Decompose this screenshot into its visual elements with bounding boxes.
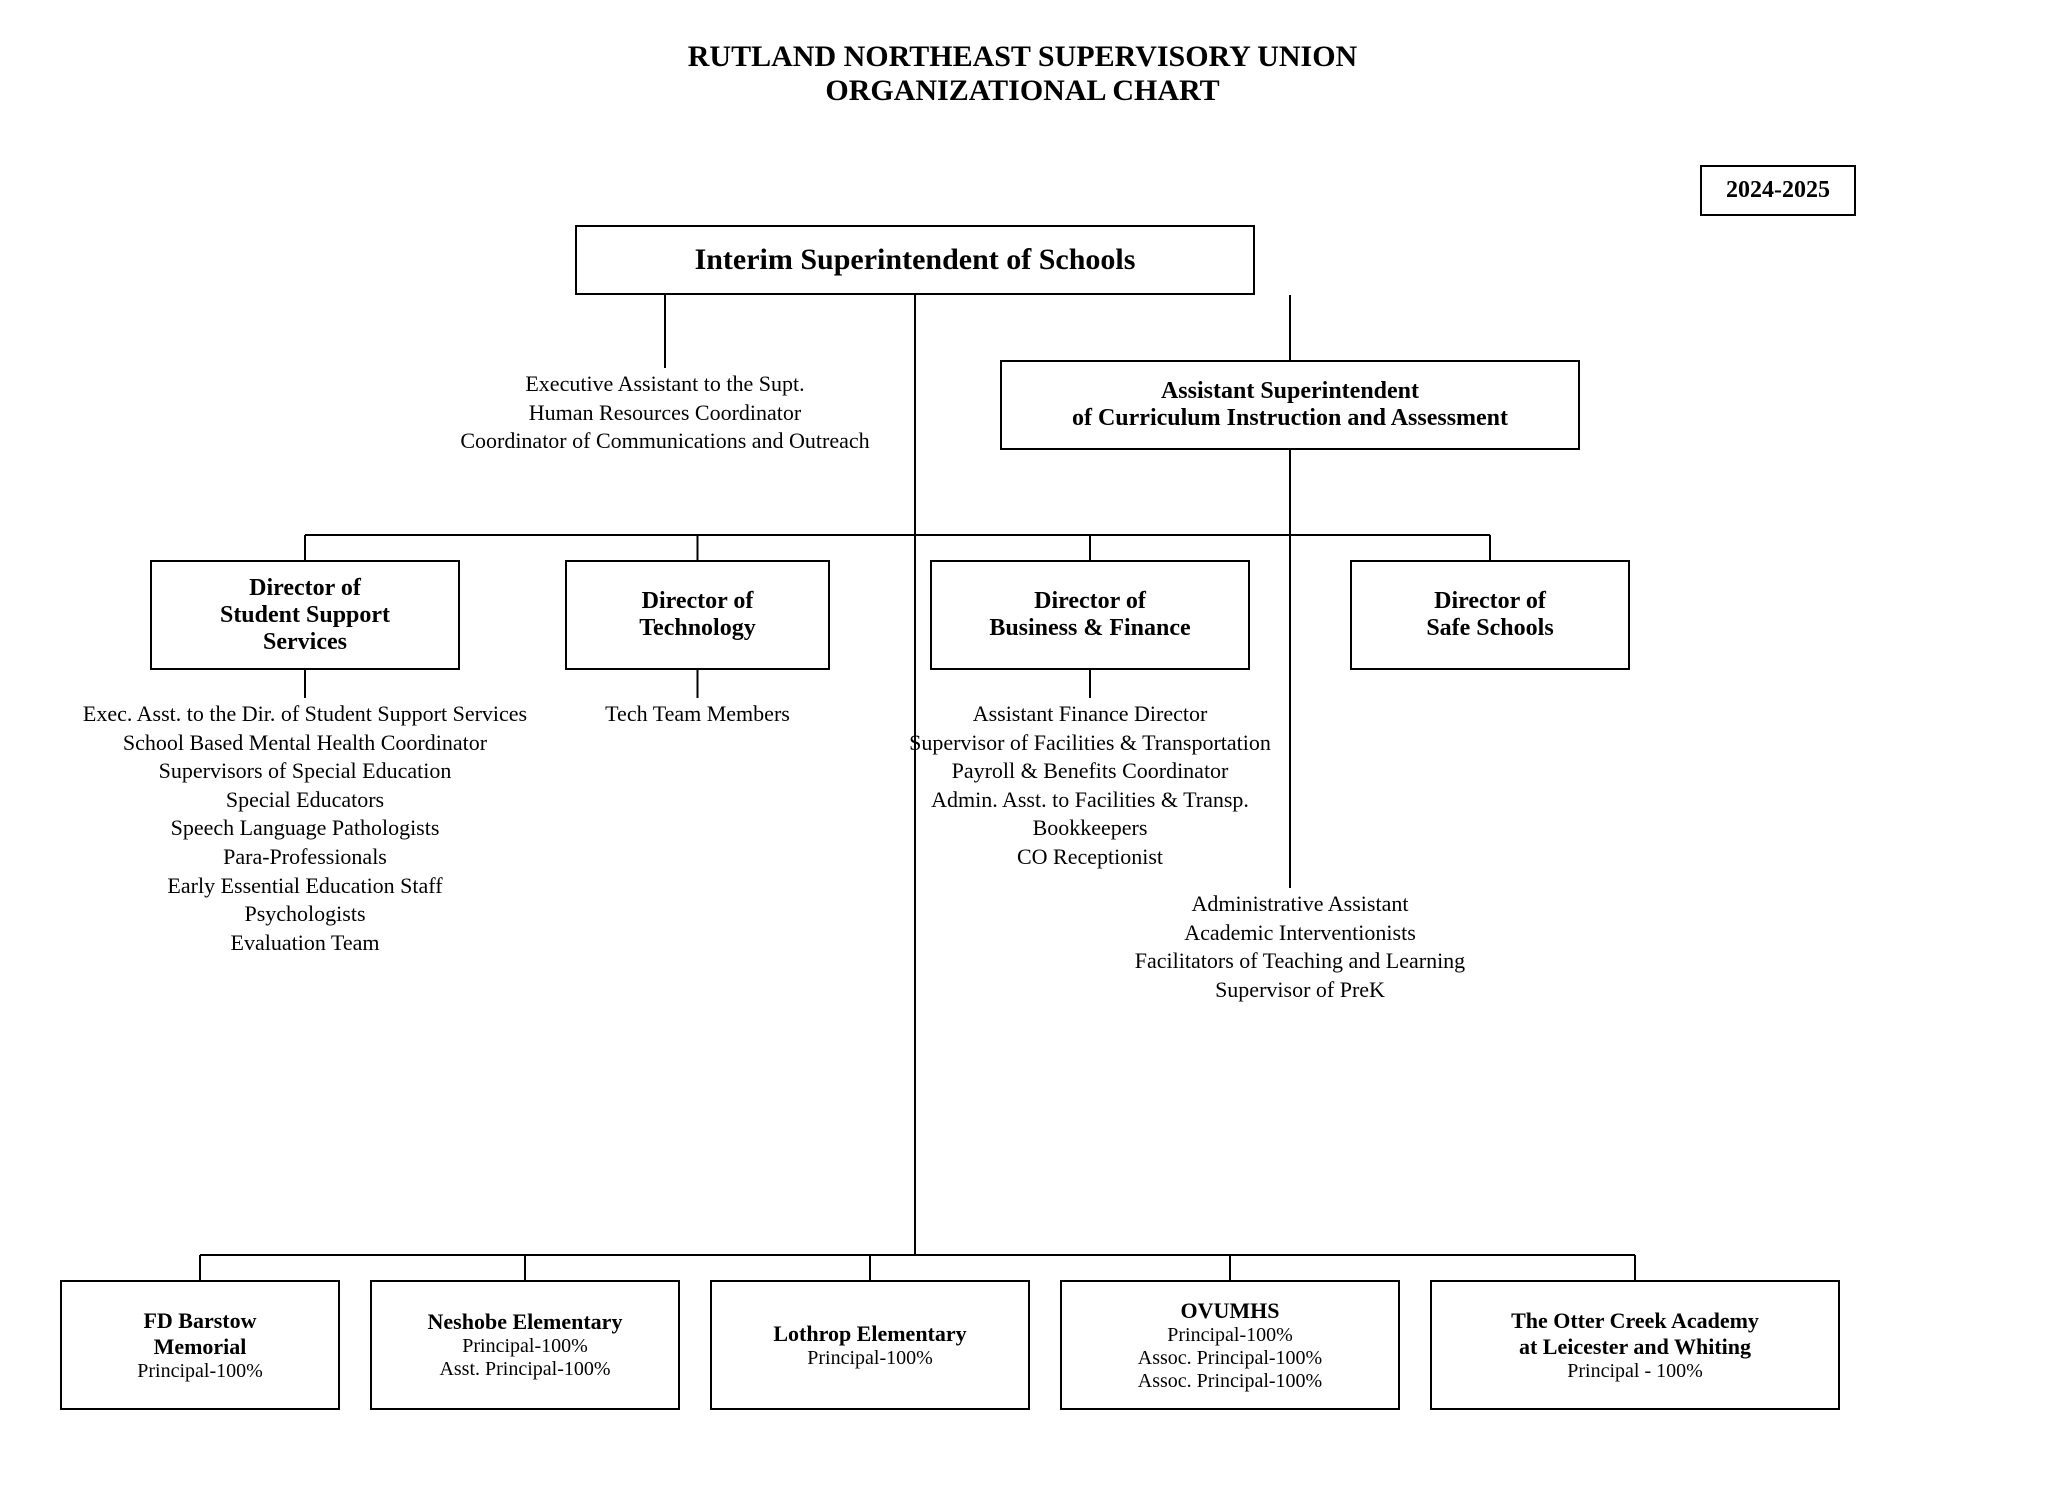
director-staff-item: Assistant Finance Director <box>880 700 1300 729</box>
title-line1: RUTLAND NORTHEAST SUPERVISORY UNION <box>0 40 2045 74</box>
director-staff-item: Tech Team Members <box>488 700 908 729</box>
year-box: 2024-2025 <box>1700 165 1856 216</box>
director-line2: Business & Finance <box>989 615 1190 642</box>
school-name: OVUMHS <box>1181 1298 1280 1324</box>
director-staff-item: Para-Professionals <box>5 843 605 872</box>
director-staff-item: Evaluation Team <box>5 929 605 958</box>
director-staff-item: Special Educators <box>5 786 605 815</box>
title-line2: ORGANIZATIONAL CHART <box>0 74 2045 108</box>
school-box: OVUMHSPrincipal-100%Assoc. Principal-100… <box>1060 1280 1400 1410</box>
supt-staff-list: Executive Assistant to the Supt.Human Re… <box>380 370 950 456</box>
asst-supt-staff-item: Administrative Assistant <box>1100 890 1500 919</box>
director-line1: Director of <box>1034 588 1146 615</box>
director-staff-item: Early Essential Education Staff <box>5 872 605 901</box>
director-staff-item: Supervisor of Facilities & Transportatio… <box>880 729 1300 758</box>
director-box-technology: Director ofTechnology <box>565 560 830 670</box>
director-line1: Director of <box>1434 588 1546 615</box>
supt-staff-item: Human Resources Coordinator <box>380 399 950 428</box>
asst-supt-line1: Assistant Superintendent <box>1161 378 1419 405</box>
director-box-business: Director ofBusiness & Finance <box>930 560 1250 670</box>
school-name2: at Leicester and Whiting <box>1519 1334 1751 1360</box>
director-staff-item: Admin. Asst. to Facilities & Transp. <box>880 786 1300 815</box>
school-box: The Otter Creek Academyat Leicester and … <box>1430 1280 1840 1410</box>
school-box: FD BarstowMemorialPrincipal-100% <box>60 1280 340 1410</box>
director-staff-item: Payroll & Benefits Coordinator <box>880 757 1300 786</box>
director-staff-item: School Based Mental Health Coordinator <box>5 729 605 758</box>
director-staff-technology: Tech Team Members <box>488 700 908 729</box>
director-box-safe_schools: Director ofSafe Schools <box>1350 560 1630 670</box>
school-role: Principal-100% <box>137 1360 263 1383</box>
school-name: Neshobe Elementary <box>428 1309 623 1335</box>
asst-supt-staff-item: Academic Interventionists <box>1100 919 1500 948</box>
school-role: Principal - 100% <box>1567 1360 1703 1383</box>
asst-supt-staff-list: Administrative AssistantAcademic Interve… <box>1100 890 1500 1004</box>
school-name2: Memorial <box>154 1334 247 1360</box>
supt-staff-item: Coordinator of Communications and Outrea… <box>380 427 950 456</box>
school-role: Principal-100% <box>1167 1324 1293 1347</box>
director-staff-item: CO Receptionist <box>880 843 1300 872</box>
director-staff-business: Assistant Finance DirectorSupervisor of … <box>880 700 1300 872</box>
school-role: Asst. Principal-100% <box>439 1358 610 1381</box>
asst-supt-line2: of Curriculum Instruction and Assessment <box>1072 405 1508 432</box>
school-role: Principal-100% <box>462 1335 588 1358</box>
school-name: FD Barstow <box>143 1308 256 1334</box>
superintendent-box: Interim Superintendent of Schools <box>575 225 1255 295</box>
superintendent-label: Interim Superintendent of Schools <box>695 243 1136 277</box>
asst-supt-staff-item: Facilitators of Teaching and Learning <box>1100 947 1500 976</box>
director-staff-item: Supervisors of Special Education <box>5 757 605 786</box>
school-box: Neshobe ElementaryPrincipal-100%Asst. Pr… <box>370 1280 680 1410</box>
director-line3: Services <box>263 629 347 656</box>
director-box-student_support: Director ofStudent SupportServices <box>150 560 460 670</box>
director-staff-item: Psychologists <box>5 900 605 929</box>
director-line1: Director of <box>249 575 361 602</box>
school-name: The Otter Creek Academy <box>1511 1308 1759 1334</box>
school-role: Principal-100% <box>807 1347 933 1370</box>
school-box: Lothrop ElementaryPrincipal-100% <box>710 1280 1030 1410</box>
director-line2: Safe Schools <box>1426 615 1553 642</box>
school-name: Lothrop Elementary <box>773 1321 966 1347</box>
asst-supt-box: Assistant Superintendentof Curriculum In… <box>1000 360 1580 450</box>
asst-supt-staff-item: Supervisor of PreK <box>1100 976 1500 1005</box>
school-role: Assoc. Principal-100% <box>1138 1370 1322 1393</box>
director-line2: Student Support <box>220 602 390 629</box>
school-role: Assoc. Principal-100% <box>1138 1347 1322 1370</box>
chart-title: RUTLAND NORTHEAST SUPERVISORY UNIONORGAN… <box>0 40 2045 108</box>
director-line1: Director of <box>642 588 754 615</box>
director-line2: Technology <box>639 615 755 642</box>
director-staff-item: Speech Language Pathologists <box>5 814 605 843</box>
director-staff-item: Bookkeepers <box>880 814 1300 843</box>
supt-staff-item: Executive Assistant to the Supt. <box>380 370 950 399</box>
director-staff-student_support: Exec. Asst. to the Dir. of Student Suppo… <box>5 700 605 957</box>
